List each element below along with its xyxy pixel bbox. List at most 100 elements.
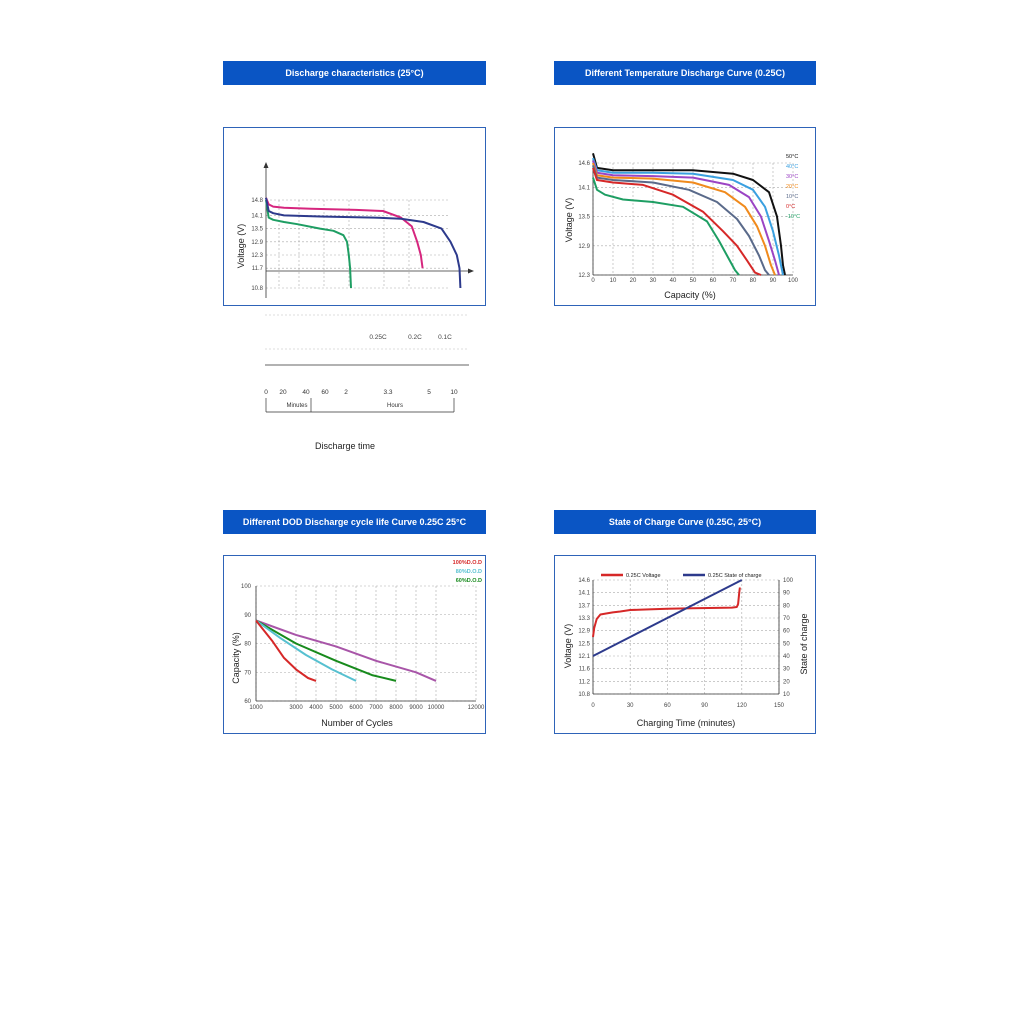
series-line-40-c [592, 157, 784, 276]
y2-tick-label: 90 [783, 591, 790, 597]
x-tick-label: 0 [591, 703, 595, 709]
legend-label-50-c: 50°C [786, 154, 798, 160]
x-tick-label: 8000 [389, 705, 403, 711]
x-tick-label: 30 [627, 703, 634, 709]
x-tick-label: 3000 [289, 705, 303, 711]
y-tick-label: 90 [244, 613, 251, 619]
x-axis-label: Charging Time (minutes) [637, 718, 736, 728]
y2-tick-label: 80 [783, 603, 790, 609]
x-tick-label: 60 [710, 278, 717, 284]
y-tick-label: 14.1 [251, 213, 263, 219]
y-tick-label: 70 [244, 670, 251, 676]
series-line-100-d-o-d [255, 619, 317, 682]
y-tick-label: 11.2 [579, 679, 591, 685]
y2-tick-label: 100 [783, 578, 794, 584]
x-tick-label: 50 [690, 278, 697, 284]
legend-label-0-25c-state-of-charge: 0.25C State of charge [708, 573, 762, 579]
legend-label-0-c: 0°C [786, 204, 795, 210]
panel-dod-cycle-life: 100 90 80 70 60 1000 3000 4000 5000 6000 7000 8000 9… [223, 555, 486, 734]
y-tick-label: 12.9 [578, 244, 590, 250]
y-tick-label: 10.8 [251, 286, 263, 292]
y-tick-label: 14.6 [578, 578, 590, 584]
x-tick-label: 4000 [309, 705, 323, 711]
series-line-0-25c-voltage [592, 587, 741, 638]
y-tick-label: 12.9 [578, 629, 590, 635]
x-tick-label: 12000 [468, 705, 485, 711]
series-line-10-c [592, 165, 770, 276]
series-line-series [255, 619, 437, 682]
y-axis-label: Capacity (%) [231, 632, 241, 684]
x-tick-label: 40 [670, 278, 677, 284]
y-tick-label: 13.7 [578, 603, 590, 609]
series-line-60-d-o-d [255, 619, 397, 682]
series-label-0-25c: 0.25C [369, 334, 387, 341]
header-discharge-characteristics: Discharge characteristics (25°C) [223, 61, 486, 85]
x-group-label-minutes: Minutes [286, 403, 307, 409]
y-tick-label: 80 [244, 642, 251, 648]
x-axis-arrow [468, 268, 474, 274]
y-tick-label: 11.6 [579, 667, 591, 673]
series-line-20-c [592, 162, 776, 276]
x-tick-label: 10 [610, 278, 617, 284]
y-axis-label: Voltage (V) [236, 224, 246, 269]
y2-tick-label: 40 [783, 654, 790, 660]
x-tick-label: 30 [650, 278, 657, 284]
x-tick-label: 60 [664, 703, 671, 709]
x-tick-label: 90 [701, 703, 708, 709]
y-tick-label: 10.8 [578, 692, 590, 698]
y-tick-label: 12.1 [578, 654, 590, 660]
y-tick-label: 11.7 [252, 266, 264, 272]
y-axis-arrow [263, 162, 269, 168]
y-tick-label: 14.1 [578, 185, 590, 191]
series-line-0-25c-state-of-charge [592, 579, 743, 657]
legend-label-10-c: -10°C [786, 214, 800, 220]
x-tick-label: 80 [750, 278, 757, 284]
x-tick-label: 120 [737, 703, 748, 709]
x-tick-label: 150 [774, 703, 785, 709]
x-tick-label: 90 [770, 278, 777, 284]
x-tick-label: 5 [427, 389, 431, 396]
series-line-50-c [592, 153, 786, 276]
panel-temperature-discharge: 14.6 14.1 13.5 12.9 12.3 0 10 20 30 40 50 60 70 80 90 1… [554, 127, 816, 306]
x-axis-label: Capacity (%) [664, 290, 716, 300]
y2-tick-label: 20 [783, 679, 790, 685]
series-label-0-1c: 0.1C [438, 334, 452, 341]
series-label-0-2c: 0.2C [408, 334, 422, 341]
series-line-0-c [592, 167, 762, 276]
series-line-0-25c [265, 199, 352, 289]
x-tick-label: 60 [321, 389, 329, 396]
legend-label-100-d-o-d: 100%D.O.D [453, 560, 482, 566]
x-axis-label: Number of Cycles [321, 718, 393, 728]
y2-tick-label: 50 [783, 641, 790, 647]
header-state-of-charge: State of Charge Curve (0.25C, 25°C) [554, 510, 816, 534]
y-tick-label: 60 [244, 699, 251, 705]
x-tick-label: 6000 [349, 705, 363, 711]
x-tick-label: 10 [450, 389, 458, 396]
y-axis-label: Voltage (V) [564, 198, 574, 243]
chart-state-of-charge: 100 90 80 70 60 50 40 30 20 10 14.6 14.1 13.7 13.3 12.… [563, 573, 809, 728]
y-tick-label: 12.9 [251, 240, 263, 246]
y-tick-label: 14.6 [578, 161, 590, 167]
y-tick-label: 12.5 [578, 641, 590, 647]
series-line-0-2c [265, 197, 424, 269]
y-tick-label: 100 [241, 584, 252, 590]
y-tick-label: 12.3 [251, 253, 263, 259]
x-tick-label: 5000 [329, 705, 343, 711]
header-temperature-discharge: Different Temperature Discharge Curve (0… [554, 61, 816, 85]
chart-temperature-discharge: 14.6 14.1 13.5 12.9 12.30 10 20 30 40 50 60 70 80 90 1… [564, 153, 800, 300]
legend-label-60-d-o-d: 60%D.O.D [456, 578, 482, 584]
y-axis-label: Voltage (V) [563, 624, 573, 669]
y2-axis-label: State of charge [799, 613, 809, 674]
y2-tick-label: 70 [783, 616, 790, 622]
y2-tick-label: 30 [783, 667, 790, 673]
x-tick-label: 20 [630, 278, 637, 284]
x-group-label-hours: Hours [387, 403, 403, 409]
panel-state-of-charge: 100 90 80 70 60 50 40 30 20 10 14.6 14.1 13.7 13.3 12.… [554, 555, 816, 734]
x-tick-label: 3.3 [383, 389, 392, 396]
y-tick-label: 13.5 [251, 227, 263, 233]
legend-label-10-c: 10°C [786, 194, 798, 200]
x-tick-label: 1000 [249, 705, 263, 711]
series-line-30-c [592, 160, 780, 276]
x-tick-label: 20 [279, 389, 287, 396]
legend-label-40-c: 40°C [786, 164, 798, 170]
